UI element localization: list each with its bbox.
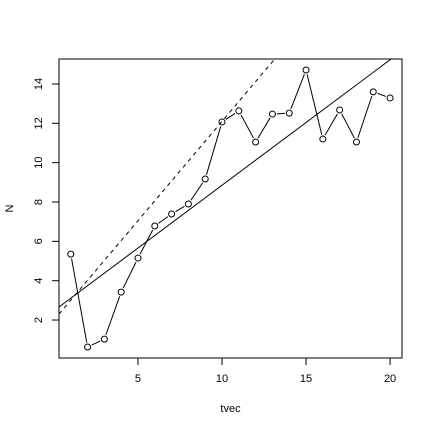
point (100, 335, 108, 343)
point (184, 200, 192, 208)
point (369, 88, 377, 96)
series-segment (105, 296, 121, 336)
series-segment (225, 112, 236, 120)
point (235, 107, 243, 115)
series-segment (341, 113, 355, 139)
y-tick-label: 6 (33, 238, 45, 244)
x-tick-label: 20 (384, 373, 396, 385)
series-segment (306, 74, 323, 135)
point (386, 94, 394, 102)
series-segment (158, 216, 169, 224)
point (268, 110, 276, 118)
point (151, 222, 159, 230)
series-segment (175, 205, 185, 213)
x-axis-label: tvec (220, 403, 241, 415)
series-segment (324, 113, 338, 136)
series-segment (377, 92, 387, 97)
x-tick-label: 15 (300, 373, 312, 385)
point (67, 250, 75, 258)
series-segment (257, 117, 271, 139)
fit-line (59, 59, 392, 308)
x-tick-label: 10 (216, 373, 228, 385)
point (352, 138, 360, 146)
y-tick-label: 4 (33, 278, 45, 284)
point (134, 254, 142, 262)
series-segment (122, 261, 137, 289)
series-segment (240, 114, 254, 139)
point (252, 138, 260, 146)
fit-line (59, 59, 276, 315)
y-tick-label: 10 (33, 157, 45, 169)
series-segment (357, 95, 373, 138)
series-segment (190, 182, 204, 201)
point (302, 66, 310, 74)
point (201, 175, 209, 183)
point (218, 118, 226, 126)
series-segment (290, 74, 305, 110)
point (117, 288, 125, 296)
y-tick-label: 8 (33, 199, 45, 205)
series-segment (205, 126, 222, 175)
point (84, 343, 92, 351)
series-segment (71, 258, 88, 343)
y-axis-label: N (4, 204, 16, 212)
series-segment (91, 340, 101, 346)
series-segment (139, 229, 154, 255)
point (319, 135, 327, 143)
x-tick-label: 5 (135, 373, 141, 385)
y-tick-label: 12 (33, 117, 45, 129)
point (285, 109, 293, 117)
point (168, 210, 176, 218)
y-tick-label: 14 (33, 78, 45, 90)
point (336, 106, 344, 114)
y-tick-label: 2 (33, 317, 45, 323)
